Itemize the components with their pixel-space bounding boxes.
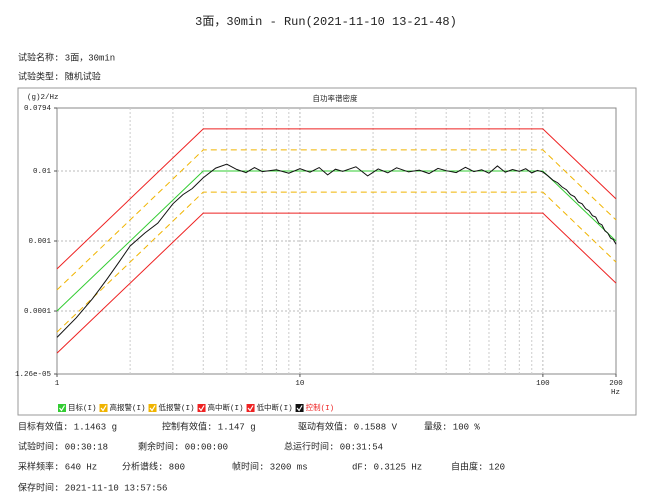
status-field: 保存时间: 2021-11-10 13:57:56 (18, 481, 167, 493)
legend-label: 目标(I) (68, 402, 97, 413)
status-field: 帧时间: 3200 ms (232, 460, 308, 472)
chart-title: 自功率谱密度 (313, 93, 358, 104)
series-line (56, 191, 617, 333)
y-tick-label: 1.26e-05 (15, 371, 52, 379)
legend-checkbox (99, 404, 108, 412)
status-field: 驱动有效值: 0.1588 V (298, 420, 398, 432)
series-line (56, 212, 617, 354)
y-axis-label: (g)2/Hz (27, 94, 59, 102)
status-field: 量级: 100 % (424, 420, 480, 432)
legend-check (100, 405, 107, 412)
legend-item: 目标(I) (58, 402, 97, 413)
x-tick-label: 100 (536, 380, 550, 388)
info-line: 试验类型: 随机试验 (18, 70, 101, 82)
legend-item: 低报警(I) (148, 402, 195, 413)
legend-checkbox (148, 404, 157, 412)
legend-item: 高中断(I) (197, 402, 244, 413)
y-tick-label: 0.01 (33, 168, 52, 176)
legend-check (198, 405, 205, 412)
legend-checkbox (58, 404, 66, 412)
y-tick-label: 0.001 (28, 238, 51, 246)
series-line (56, 163, 617, 338)
legend-checkbox (295, 404, 304, 412)
legend-check (149, 405, 156, 412)
legend-check (59, 405, 66, 412)
status-field: 自由度: 120 (451, 460, 505, 472)
legend-label: 低中断(I) (257, 402, 293, 413)
y-tick-label: 0.0794 (24, 105, 52, 113)
x-tick-label: 1 (55, 380, 60, 388)
y-tick-label: 0.0001 (24, 308, 52, 316)
report-title: 3面，30min - Run(2021-11-10 13-21-48) (195, 15, 457, 29)
legend-item: 控制(I) (295, 402, 335, 413)
status-field: 试验时间: 00:30:18 (18, 440, 108, 452)
x-axis-label: Hz (611, 389, 620, 397)
legend-check (296, 405, 303, 412)
legend-label: 低报警(I) (159, 402, 195, 413)
series-line (56, 149, 617, 291)
legend-label: 高中断(I) (208, 402, 244, 413)
series-line (56, 170, 617, 312)
status-field: 分析谱线: 800 (122, 460, 185, 472)
legend-checkbox (246, 404, 255, 412)
status-field: 控制有效值: 1.147 g (162, 420, 256, 432)
status-field: dF: 0.3125 Hz (352, 462, 422, 472)
legend-check (247, 405, 254, 412)
x-tick-label: 200 (609, 380, 623, 388)
status-field: 剩余时间: 00:00:00 (138, 440, 228, 452)
status-field: 目标有效值: 1.1463 g (18, 420, 117, 432)
legend-checkbox (197, 404, 206, 412)
status-field: 采样频率: 640 Hz (18, 460, 97, 472)
legend-label: 控制(I) (306, 402, 335, 413)
legend-item: 高报警(I) (99, 402, 146, 413)
info-line: 试验名称: 3面，30min (18, 51, 115, 63)
x-tick-label: 10 (295, 380, 305, 388)
series-line (56, 128, 617, 270)
status-field: 总运行时间: 00:31:54 (284, 440, 383, 452)
legend-label: 高报警(I) (110, 402, 146, 413)
legend-item: 低中断(I) (246, 402, 293, 413)
